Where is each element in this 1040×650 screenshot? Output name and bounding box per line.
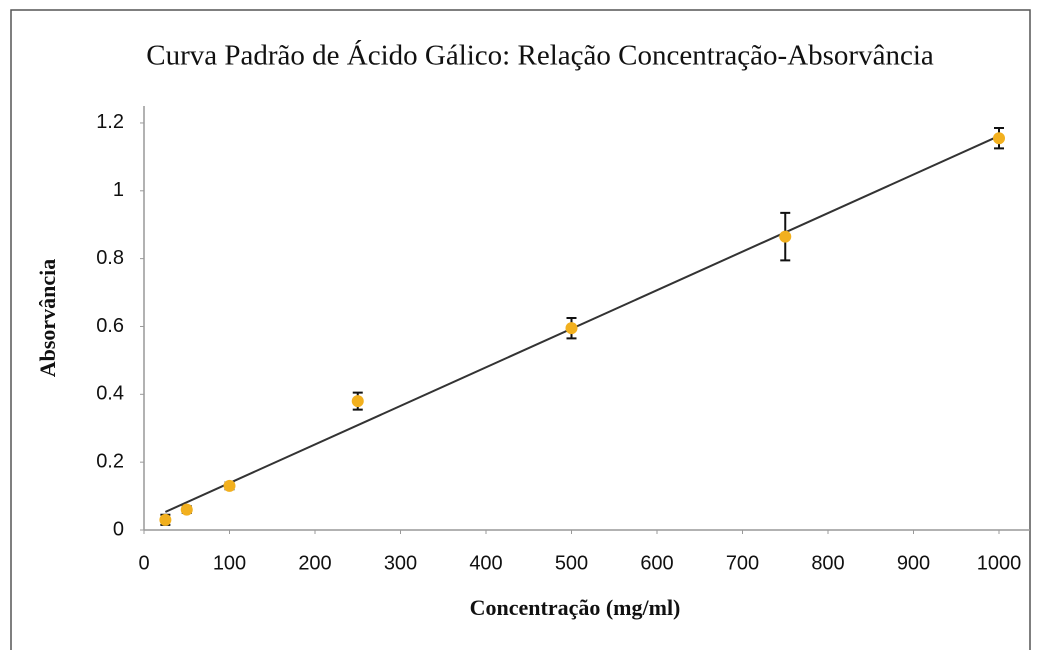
y-tick-label: 1 (113, 179, 124, 201)
y-tick-label: 0.6 (96, 315, 124, 337)
x-tick-label: 600 (640, 552, 673, 574)
x-tick-label: 500 (555, 552, 588, 574)
point (993, 132, 1005, 145)
chart-title: Curva Padrão de Ácido Gálico: Relação Co… (146, 39, 934, 72)
y-tick-label: 0.8 (96, 247, 124, 269)
x-tick-label: 0 (138, 552, 149, 574)
y-tick-label: 0.4 (96, 383, 124, 405)
x-tick-label: 700 (726, 552, 759, 574)
frame (10, 9, 1031, 650)
x-tick-label: 1000 (977, 552, 1022, 574)
x-axis-label: Concentração (mg/ml) (470, 595, 681, 620)
x-tick-label: 900 (897, 552, 930, 574)
point (223, 479, 236, 492)
trendline (164, 135, 1000, 513)
x-tick-label: 100 (213, 552, 246, 574)
point (159, 513, 172, 526)
x-tick-label: 800 (811, 552, 844, 574)
point (351, 395, 364, 408)
x-tick-label: 300 (384, 552, 417, 574)
y-tick-label: 1.2 (96, 111, 124, 133)
point (180, 503, 193, 516)
point (779, 230, 792, 243)
point (565, 322, 578, 335)
y-tick-label: 0.2 (96, 450, 124, 472)
x-tick-label: 200 (298, 552, 331, 574)
x-tick-label: 400 (469, 552, 502, 574)
y-axis-label: Absorvância (35, 259, 60, 378)
y-tick-label: 0 (113, 518, 124, 540)
